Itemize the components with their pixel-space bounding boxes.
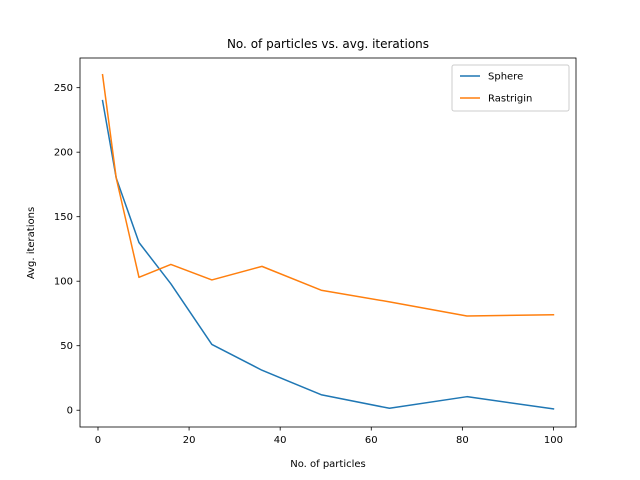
axes-layer: 0 20 40 60 80 100 0 50 100 150 200 250 [54,57,577,446]
legend-label-rastrigin: Rastrigin [488,94,532,105]
x-tick-label: 60 [365,435,378,446]
legend-label-sphere: Sphere [488,72,523,83]
y-tick-label: 100 [54,277,73,288]
y-tick-label: 0 [67,406,73,417]
series-layer [101,73,555,410]
series-line-rastrigin [101,73,555,317]
legend: Sphere Rastrigin [451,64,570,112]
x-tick-label: 40 [274,435,287,446]
legend-box [451,64,570,112]
x-tick-label: 80 [456,435,469,446]
y-tick-label: 250 [54,83,73,94]
x-tick-label: 20 [183,435,196,446]
y-tick-label: 50 [60,341,73,352]
series-line-sphere [101,99,555,410]
y-axis-label: Avg. iterations [26,207,37,279]
x-axis-label: No. of particles [290,459,366,470]
axes-frame [79,57,577,428]
chart-title: No. of particles vs. avg. iterations [227,37,429,51]
y-tick-label: 200 [54,148,73,159]
x-tick-label: 100 [544,435,563,446]
y-tick-label: 150 [54,212,73,223]
x-tick-label: 0 [95,435,101,446]
